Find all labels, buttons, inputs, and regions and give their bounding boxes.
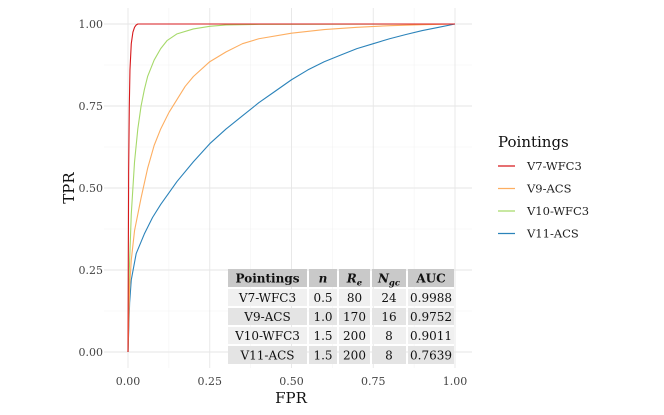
table-cell: V10-WFC3 — [234, 329, 300, 343]
legend-label-v7-wfc3: V7-WFC3 — [526, 159, 582, 173]
table-cell-bg — [339, 289, 370, 306]
table-cell-bg — [228, 327, 307, 344]
y-tick-label: 0.25 — [79, 264, 104, 277]
table-cell: 1.0 — [313, 310, 332, 324]
table-header-bg — [339, 269, 370, 287]
roc-curves — [127, 23, 456, 353]
table-cell: 8 — [385, 329, 393, 343]
series-line-v9-acs — [127, 23, 456, 353]
series-line-v11-acs — [127, 23, 456, 353]
table-header-bg — [309, 269, 337, 287]
table-cell: 8 — [385, 349, 393, 363]
table-cell: 1.5 — [313, 349, 332, 363]
table-cell: V7-WFC3 — [238, 291, 296, 305]
legend-label-v10-wfc3: V10-WFC3 — [526, 204, 589, 218]
legend-title: Pointings — [498, 133, 569, 151]
table-cell-bg — [408, 346, 454, 364]
y-tick-label: 0.50 — [79, 182, 104, 195]
table-header-cell: Re — [346, 272, 363, 289]
table-header-cell: Pointings — [236, 272, 300, 286]
table-header-bg — [408, 269, 454, 287]
table-cell: 0.7639 — [410, 349, 452, 363]
table-cell: 170 — [343, 310, 366, 324]
series-line-v7-wfc3 — [127, 23, 455, 353]
table-header-cell: AUC — [415, 272, 445, 286]
x-tick-label: 0.25 — [198, 375, 223, 388]
table-cell-bg — [372, 289, 406, 306]
y-axis-title: TPR — [60, 172, 78, 204]
y-tick-label: 0.00 — [79, 346, 104, 359]
table-cell-bg — [339, 346, 370, 364]
table-cell-bg — [228, 289, 307, 306]
legend-label-v9-acs: V9-ACS — [526, 182, 572, 196]
y-tick-label: 0.75 — [79, 100, 104, 113]
table-cell-bg — [408, 327, 454, 344]
table-cell-bg — [309, 308, 337, 325]
x-tick-label: 0.75 — [361, 375, 386, 388]
table-cell: V9-ACS — [243, 310, 290, 324]
table-cell: V11-ACS — [239, 349, 294, 363]
y-tick-label: 1.00 — [79, 18, 104, 31]
table-header-bg — [372, 269, 406, 287]
x-axis-title: FPR — [275, 389, 308, 407]
table-cell: 0.5 — [313, 291, 332, 305]
table-cell: 24 — [381, 291, 397, 305]
series-line-v10-wfc3 — [127, 23, 456, 353]
table-cell: 0.9011 — [410, 329, 452, 343]
table-cell-bg — [228, 346, 307, 364]
legend: Pointings V7-WFC3 V9-ACS V10-WFC3 V11-ACS — [498, 133, 589, 241]
table-cell: 0.9988 — [410, 291, 452, 305]
table-cell-bg — [408, 289, 454, 306]
table-cell: 16 — [381, 310, 396, 324]
table-cell: 200 — [343, 349, 366, 363]
table-cell: 1.5 — [313, 329, 332, 343]
table-cell-bg — [309, 327, 337, 344]
summary-table: Pointings n Re Ngc AUC V7-WFC3 0.5 80 24 0.9988 V9… — [228, 269, 454, 364]
table-header-cell: Ngc — [377, 272, 401, 289]
table-header-cell: n — [319, 272, 328, 286]
table-cell-bg — [372, 327, 406, 344]
table-cell-bg — [228, 308, 307, 325]
table-cell-bg — [309, 346, 337, 364]
table-cell-bg — [408, 308, 454, 325]
x-axis-ticks: 0.00 0.25 0.50 0.75 1.00 — [116, 375, 468, 388]
table-cell: 200 — [343, 329, 366, 343]
table-cell-bg — [309, 289, 337, 306]
x-tick-label: 0.50 — [279, 375, 304, 388]
x-tick-label: 1.00 — [443, 375, 468, 388]
table-cell-bg — [339, 327, 370, 344]
table-cell-bg — [339, 308, 370, 325]
table-cell-bg — [372, 346, 406, 364]
table-cell-bg — [372, 308, 406, 325]
table-cell: 0.9752 — [410, 310, 452, 324]
legend-label-v11-acs: V11-ACS — [526, 227, 579, 241]
table-cell: 80 — [347, 291, 362, 305]
x-tick-label: 0.00 — [116, 375, 141, 388]
y-axis-ticks: 0.00 0.25 0.50 0.75 1.00 — [79, 18, 104, 359]
table-header-bg — [228, 269, 307, 287]
